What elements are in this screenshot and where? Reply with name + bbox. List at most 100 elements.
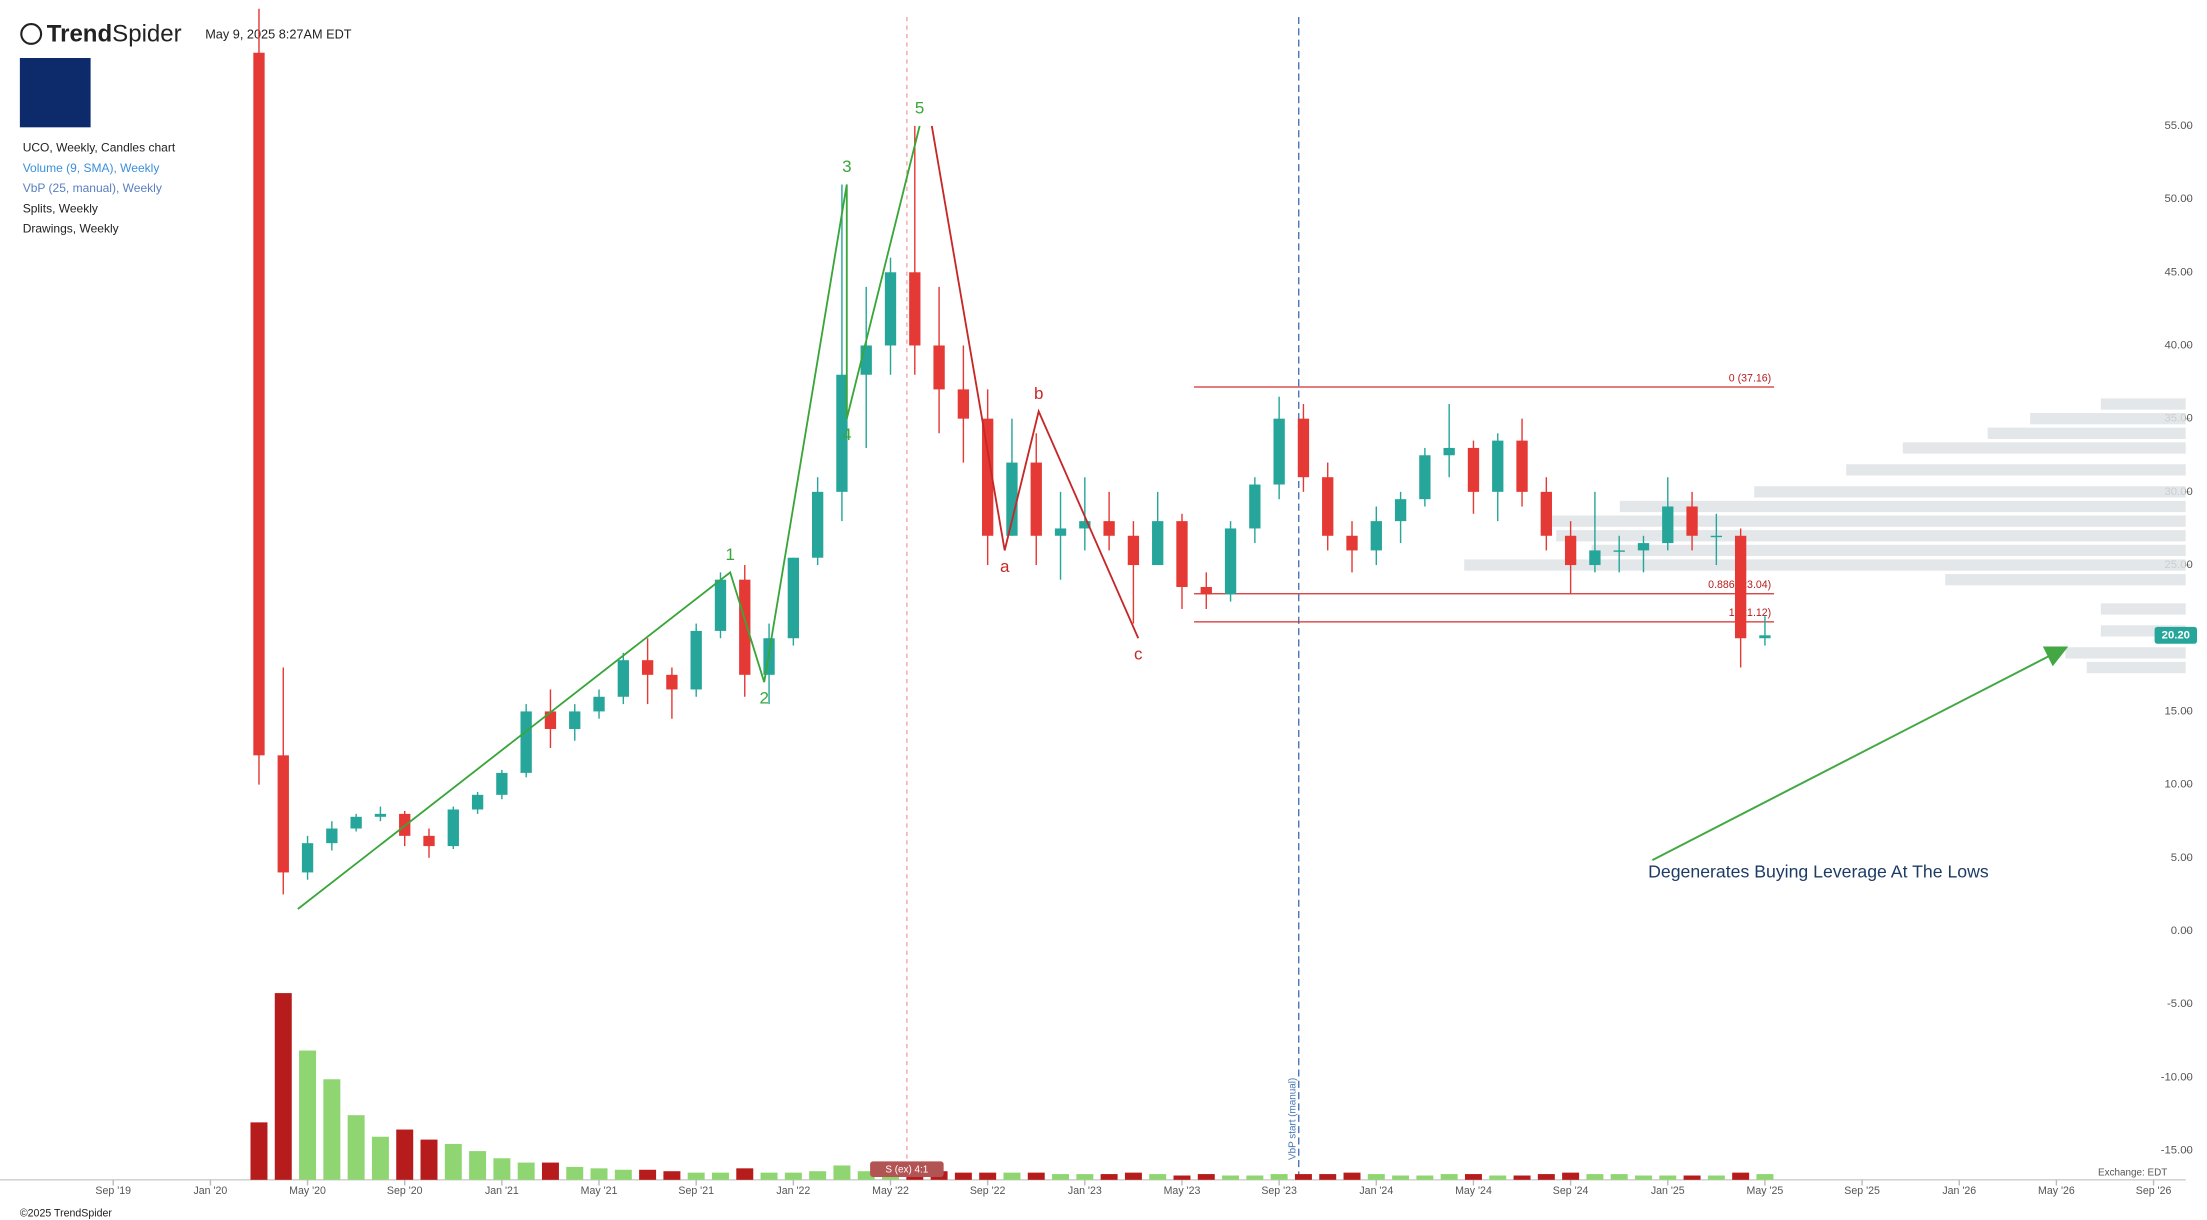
candle-body (1079, 521, 1091, 529)
volume-bar (590, 1168, 608, 1180)
candle-body (520, 711, 532, 773)
volume-bar (614, 1169, 632, 1180)
candle-body (593, 696, 605, 712)
x-tick-label: Jan '21 (485, 1185, 519, 1197)
x-tick-label: May '26 (2038, 1185, 2075, 1197)
volume-bar (1392, 1175, 1410, 1180)
candle-body (1176, 521, 1188, 587)
volume-bar (371, 1136, 389, 1180)
legend-entry: VbP (25, manual), Weekly (23, 181, 162, 195)
y-tick-label: -5.00 (2167, 998, 2193, 1010)
y-tick-label: -10.00 (2161, 1071, 2193, 1083)
candle-body (957, 389, 970, 419)
candle-body (277, 755, 289, 873)
volume-bar (420, 1139, 438, 1180)
y-tick-label: 5.00 (2171, 852, 2193, 864)
vbp-bar (1556, 530, 2186, 542)
timestamp: May 9, 2025 8:27AM EDT (205, 27, 352, 42)
x-tick-label: Jan '20 (193, 1185, 227, 1197)
candle-body (714, 579, 727, 631)
x-tick-label: May '25 (1747, 1185, 1784, 1197)
logo-icon (20, 22, 43, 45)
volume-bar (711, 1172, 729, 1180)
volume-bar (250, 1122, 268, 1180)
candle-body (447, 809, 459, 847)
candle-body (666, 674, 678, 690)
volume-bar (1464, 1174, 1482, 1180)
wave-label: 1 (725, 545, 734, 564)
x-tick-label: Jan '23 (1068, 1185, 1102, 1197)
annotation-arrow (1651, 655, 2049, 861)
wave-label: a (1000, 557, 1010, 576)
volume-bar (1513, 1175, 1531, 1180)
candle-body (1589, 550, 1601, 566)
x-tick-label: May '21 (581, 1185, 618, 1197)
volume-bar (1052, 1174, 1070, 1180)
candle-body (1006, 462, 1018, 536)
x-tick-label: Jan '26 (1942, 1185, 1976, 1197)
x-tick-label: Sep '22 (970, 1185, 1006, 1197)
x-tick-label: Sep '26 (2136, 1185, 2172, 1197)
volume-bar (687, 1172, 705, 1180)
volume-bar (1343, 1172, 1361, 1180)
candle-body (1443, 447, 1455, 456)
candle-body (739, 579, 751, 675)
candle-body (1322, 477, 1334, 536)
volume-bar (857, 1171, 875, 1180)
volume-bar (323, 1079, 341, 1180)
vbp-bar (1902, 442, 2186, 454)
candle-body (787, 557, 800, 639)
volume-bar (1124, 1172, 1142, 1180)
candle-body (1564, 535, 1577, 566)
vbp-bar (1464, 559, 2186, 571)
volume-bar (1246, 1175, 1264, 1180)
candle-body (982, 418, 994, 536)
volume-bar (1222, 1175, 1240, 1180)
candle-body (1516, 440, 1528, 492)
vbp-start-label: VbP start (manual) (1288, 1078, 1299, 1160)
volume-bar (1100, 1174, 1118, 1180)
volume-bar (1319, 1174, 1337, 1180)
wave-label: 4 (842, 425, 851, 444)
candle-body (811, 491, 824, 558)
volume-bar (517, 1162, 535, 1180)
volume-bar (541, 1162, 559, 1180)
vbp-bar (1549, 515, 2186, 527)
volume-bar (1635, 1175, 1652, 1180)
volume-bar (1440, 1174, 1458, 1180)
candle-body (641, 660, 654, 675)
volume-bar (639, 1169, 657, 1180)
candle-body (1224, 528, 1237, 595)
candle-body (326, 828, 338, 844)
last-price-label: 20.20 (2162, 629, 2190, 641)
candle-body (350, 816, 362, 829)
x-tick-label: May '23 (1164, 1185, 1201, 1197)
candle-body (1662, 506, 1674, 544)
brand: TrendSpider (47, 21, 182, 48)
candle-body (374, 813, 387, 817)
candle-body (1686, 506, 1698, 536)
legend: UCO, Weekly, Candles chart Volume (9, SMA… (23, 141, 176, 236)
legend-entry: Splits, Weekly (23, 201, 98, 215)
vbp-bar (1619, 500, 2186, 513)
exchange: Exchange: EDT (2098, 1167, 2167, 1178)
candle-body (836, 374, 848, 492)
brand-pre: Trend (47, 21, 112, 48)
volume-bar (1707, 1175, 1725, 1180)
vbp-bar (1846, 464, 2186, 476)
vbp-bar (2086, 661, 2186, 674)
volume-bar (1003, 1172, 1021, 1180)
volume-bar (1173, 1175, 1191, 1180)
candle-body (1540, 491, 1552, 536)
volume-bar (1756, 1174, 1774, 1180)
candle-body (1492, 440, 1504, 492)
volume-bar (396, 1129, 414, 1180)
x-tick-label: May '22 (872, 1185, 909, 1197)
vbp-bar (2100, 625, 2186, 637)
candle-body (1054, 528, 1067, 536)
volume-bar (979, 1172, 997, 1180)
wave-label: b (1034, 384, 1043, 403)
volume-bar (1149, 1174, 1167, 1180)
